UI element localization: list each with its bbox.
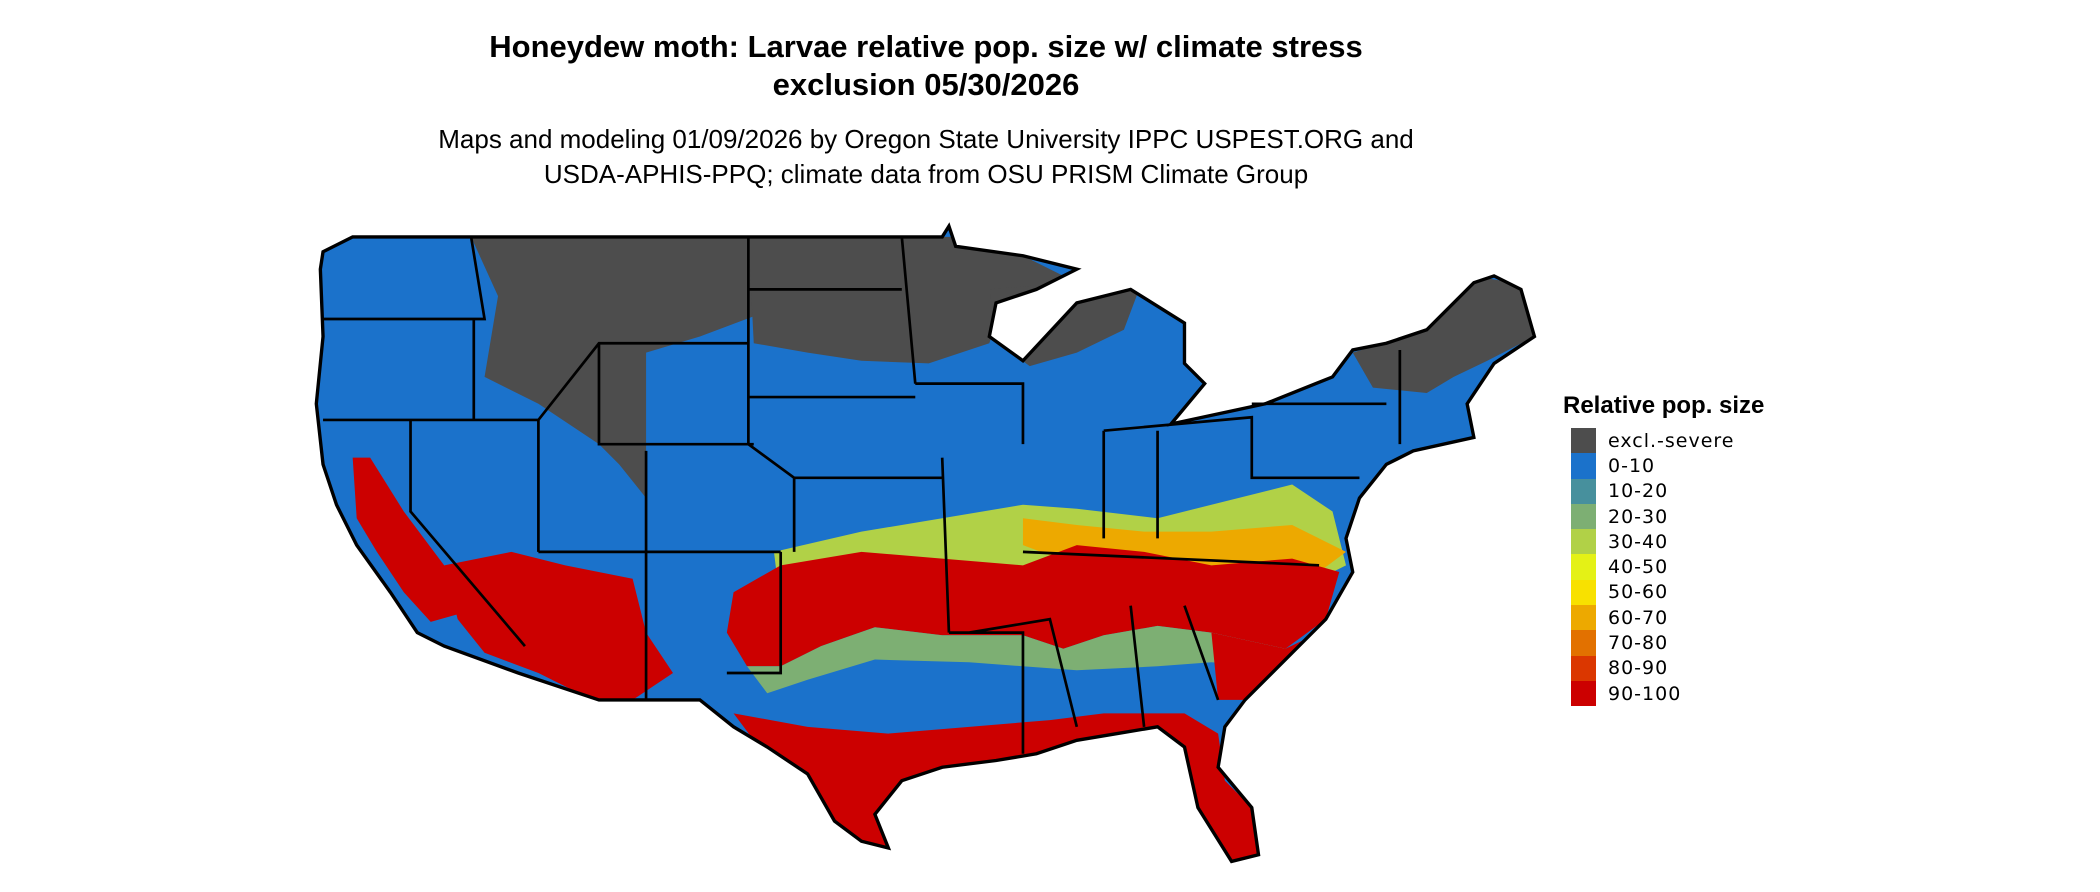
- legend-swatch: [1571, 453, 1596, 479]
- legend-item: 70-80: [1571, 630, 1764, 656]
- legend-label: excl.-severe: [1608, 429, 1735, 452]
- region-high-south-central: [726, 545, 1340, 667]
- state-borders: [323, 236, 1402, 754]
- legend-label: 50-60: [1608, 581, 1669, 604]
- map-title-line-1: Honeydew moth: Larvae relative pop. size…: [489, 29, 1363, 64]
- region-high-southwest: [444, 551, 673, 700]
- legend-swatch: [1571, 579, 1596, 606]
- region-high-atlantic-coast: [1211, 632, 1320, 700]
- legend-label: 90-100: [1608, 682, 1682, 705]
- legend-label: 30-40: [1608, 530, 1669, 553]
- legend-swatch: [1571, 503, 1596, 530]
- legend-item: 50-60: [1571, 579, 1764, 606]
- legend: Relative pop. size excl.-severe 0-10 10-20…: [1563, 392, 1764, 707]
- legend-item: 90-100: [1571, 680, 1764, 707]
- legend-label: 80-90: [1608, 657, 1669, 680]
- region-high-california: [352, 457, 465, 622]
- region-excluded-northern-plains: [748, 236, 1064, 364]
- subtitle-line-2: USDA-APHIS-PPQ; climate data from OSU PR…: [543, 159, 1309, 189]
- legend-item: 80-90: [1571, 655, 1764, 681]
- legend-swatch: [1571, 554, 1596, 580]
- subtitle-line-1: Maps and modeling 01/09/2026 by Oregon S…: [438, 124, 1414, 154]
- region-high-gulf-coast: [733, 713, 1259, 862]
- legend-item: excl.-severe: [1571, 428, 1764, 454]
- legend-item: 60-70: [1571, 605, 1764, 631]
- legend-swatch: [1571, 680, 1596, 707]
- legend-swatch: [1571, 428, 1596, 454]
- legend-title: Relative pop. size: [1563, 392, 1765, 419]
- legend-label: 20-30: [1608, 505, 1669, 528]
- legend-item: 30-40: [1571, 529, 1764, 555]
- region-excluded-mountain-west: [471, 236, 754, 499]
- legend-item: 0-10: [1571, 453, 1764, 479]
- legend-item: 40-50: [1571, 554, 1764, 580]
- legend-swatch: [1571, 655, 1596, 681]
- legend-swatch: [1571, 630, 1596, 656]
- legend-swatch: [1571, 529, 1596, 555]
- legend-label: 40-50: [1608, 556, 1669, 579]
- map-title-line-2: exclusion 05/30/2026: [772, 67, 1080, 102]
- region-transition-south: [747, 625, 1286, 694]
- legend-item: 20-30: [1571, 503, 1764, 530]
- legend-label: 10-20: [1608, 480, 1669, 503]
- legend-label: 60-70: [1608, 606, 1669, 629]
- legend-label: 70-80: [1608, 632, 1669, 655]
- legend-swatch: [1571, 478, 1596, 504]
- legend-item: 10-20: [1571, 478, 1764, 504]
- legend-swatch: [1571, 605, 1596, 631]
- legend-label: 0-10: [1608, 454, 1656, 477]
- region-excluded-new-england: [1352, 275, 1535, 394]
